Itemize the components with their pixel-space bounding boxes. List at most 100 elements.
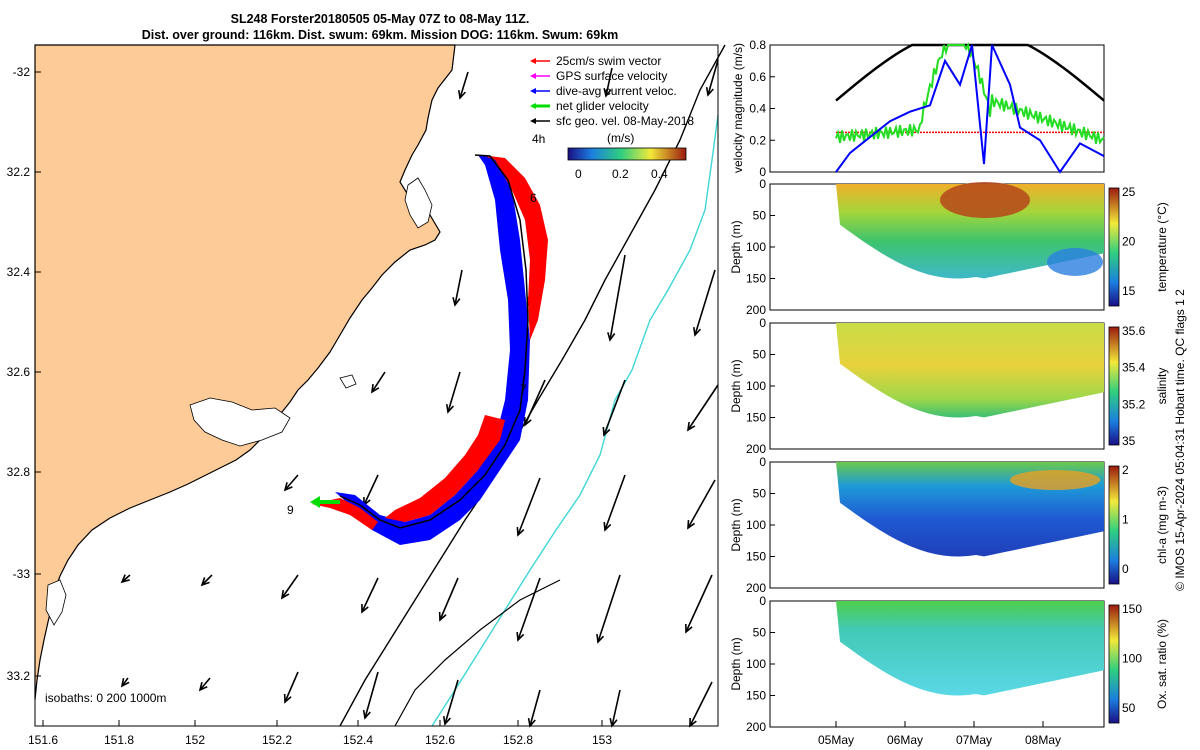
map-x-tick-label: 153 [592,733,612,747]
sfc-arrow [201,574,213,586]
map-y-axis: -32 32.2 32.4 32.6 32.8 -33 33.2 [7,65,41,683]
sfc-arrow-head [452,297,461,307]
sfc-arrow [363,474,379,506]
colorbar-unit-label: (m/s) [607,131,634,145]
colorbar-tick-0.2: 0.2 [612,167,629,181]
time-tick-label: 06May [887,733,923,747]
sfc-arrow [687,479,716,529]
map-lake [189,397,291,447]
sfc-arrow-head [607,332,616,342]
time-axis: 05May 06May 07May 08May [818,721,1061,747]
sfc-arrow-head [596,633,605,644]
sfc-arrow-head [361,603,369,614]
velocity-y-tick-label: 0.6 [749,70,766,84]
sfc-arrow-head [370,383,380,394]
sfc-arrow-head [686,421,696,432]
sfc-arrow [454,269,463,306]
cold-patch [1047,248,1103,276]
depth-y-tick-label: 150 [746,689,766,703]
map-y-tick-label: 32.4 [7,265,31,279]
depth-y-tick-label: 200 [746,303,766,317]
depth-y-tick-label: 0 [759,455,766,469]
sfc-arrow-head [603,88,612,98]
sfc-arrow [517,577,541,641]
sfc-arrow [439,577,459,621]
sfc-arrow [694,269,716,336]
sfc-arrow [707,59,719,96]
sfc-arrow [529,689,541,727]
velocity-panel: 0 0.2 0.4 0.6 0.8 velocity magnitude (m/s) [731,38,1105,179]
sfc-arrow [604,474,626,531]
swim-vector-swath [482,155,548,340]
colorbar-tick-label: 35.4 [1122,361,1146,375]
sfc-arrow-head [198,682,208,692]
sfc-arrow-head [283,693,292,704]
depth-y-tick-label: 150 [746,550,766,564]
depth-y-tick-label: 50 [753,626,767,640]
depth-ylabel: Depth (m) [729,220,743,273]
colorbar-label: salinity [1155,368,1169,405]
credit-text: © IMOS 15-Apr-2024 05:04:31 Hobart time.… [1173,289,1187,591]
sfc-arrow-head [442,715,451,726]
depth-y-tick-label: 200 [746,442,766,456]
sfc-arrow-head [283,482,293,492]
map-x-tick-label: 151.8 [104,733,134,747]
depth-y-tick-label: 0 [759,177,766,191]
velocity-y-axis: 0 0.2 0.4 0.6 0.8 [749,38,775,179]
sfc-arrow-head [200,577,210,587]
depth-y-tick-label: 0 [759,594,766,608]
depth-y-tick-label: 50 [753,348,767,362]
day-marker-6: 6 [530,191,537,205]
legend-swatch-head [530,73,536,79]
depth-field [836,601,1104,696]
day-marker-9: 9 [287,503,294,517]
sfc-arrow [447,371,461,413]
map-y-tick-label: -32 [13,65,31,79]
depth-panel: 0 50 100 150 200 Depth (m) 35.6 35.4 35.2 35 salin… [729,316,1169,456]
depth-ylabel: Depth (m) [729,637,743,690]
legend-label: dive-avg current veloc. [556,84,677,98]
sfc-arrow-head [516,631,525,642]
depth-ylabel: Depth (m) [729,359,743,412]
sfc-arrow [199,677,211,691]
sfc-arrow-head [120,574,130,584]
velocity-y-tick-label: 0 [759,165,766,179]
day-marker-7: 7 [520,382,527,396]
legend-swatch-head [530,103,536,109]
map-x-tick-label: 152 [185,733,205,747]
legend-swatch-head [530,88,536,94]
chl-max-patch [1010,470,1100,490]
legend-label: GPS surface velocity [556,69,667,83]
swim-vector-swath [312,498,378,530]
sfc-arrow [689,681,713,727]
colorbar-tick-label: 20 [1122,235,1136,249]
sfc-arrow [281,574,299,599]
sfc-arrow [605,67,613,97]
depth-y-tick-label: 50 [753,487,767,501]
map-x-axis: 151.6 151.8 152 152.2 152.4 152.6 152.8 153 [28,720,612,747]
depth-y-tick-label: 100 [746,518,766,532]
sfc-arrow-head [280,589,290,600]
map-lake [339,374,357,389]
map-colorbar [567,147,687,161]
sfc-arrow [524,379,546,426]
colorbar-tick-label: 150 [1122,602,1142,616]
depth-colorbar [1108,604,1120,724]
colorbar-tick-label: 25 [1122,185,1136,199]
depth-y-tick-label: 150 [746,272,766,286]
legend-label: 25cm/s swim vector [556,54,661,68]
depth-y-tick-label: 200 [746,720,766,734]
colorbar-tick-label: 50 [1122,701,1136,715]
sfc-arrow [609,254,626,341]
depth-y-tick-label: 50 [753,209,767,223]
depth-panel: 0 50 100 150 200 Depth (m) 2 1 0 chl-a (mg m-3) [729,455,1169,595]
surface-velocity-arrows [120,59,719,728]
sfc-arrow-head [445,403,454,414]
time-tick-label: 07May [956,733,992,747]
sfc-arrow [517,477,541,536]
map-x-tick-label: 151.6 [28,733,58,747]
legend-swatch-head [530,58,536,64]
net-glider-velocity-head [310,496,320,508]
velocity-y-tick-label: 0.8 [749,38,766,52]
